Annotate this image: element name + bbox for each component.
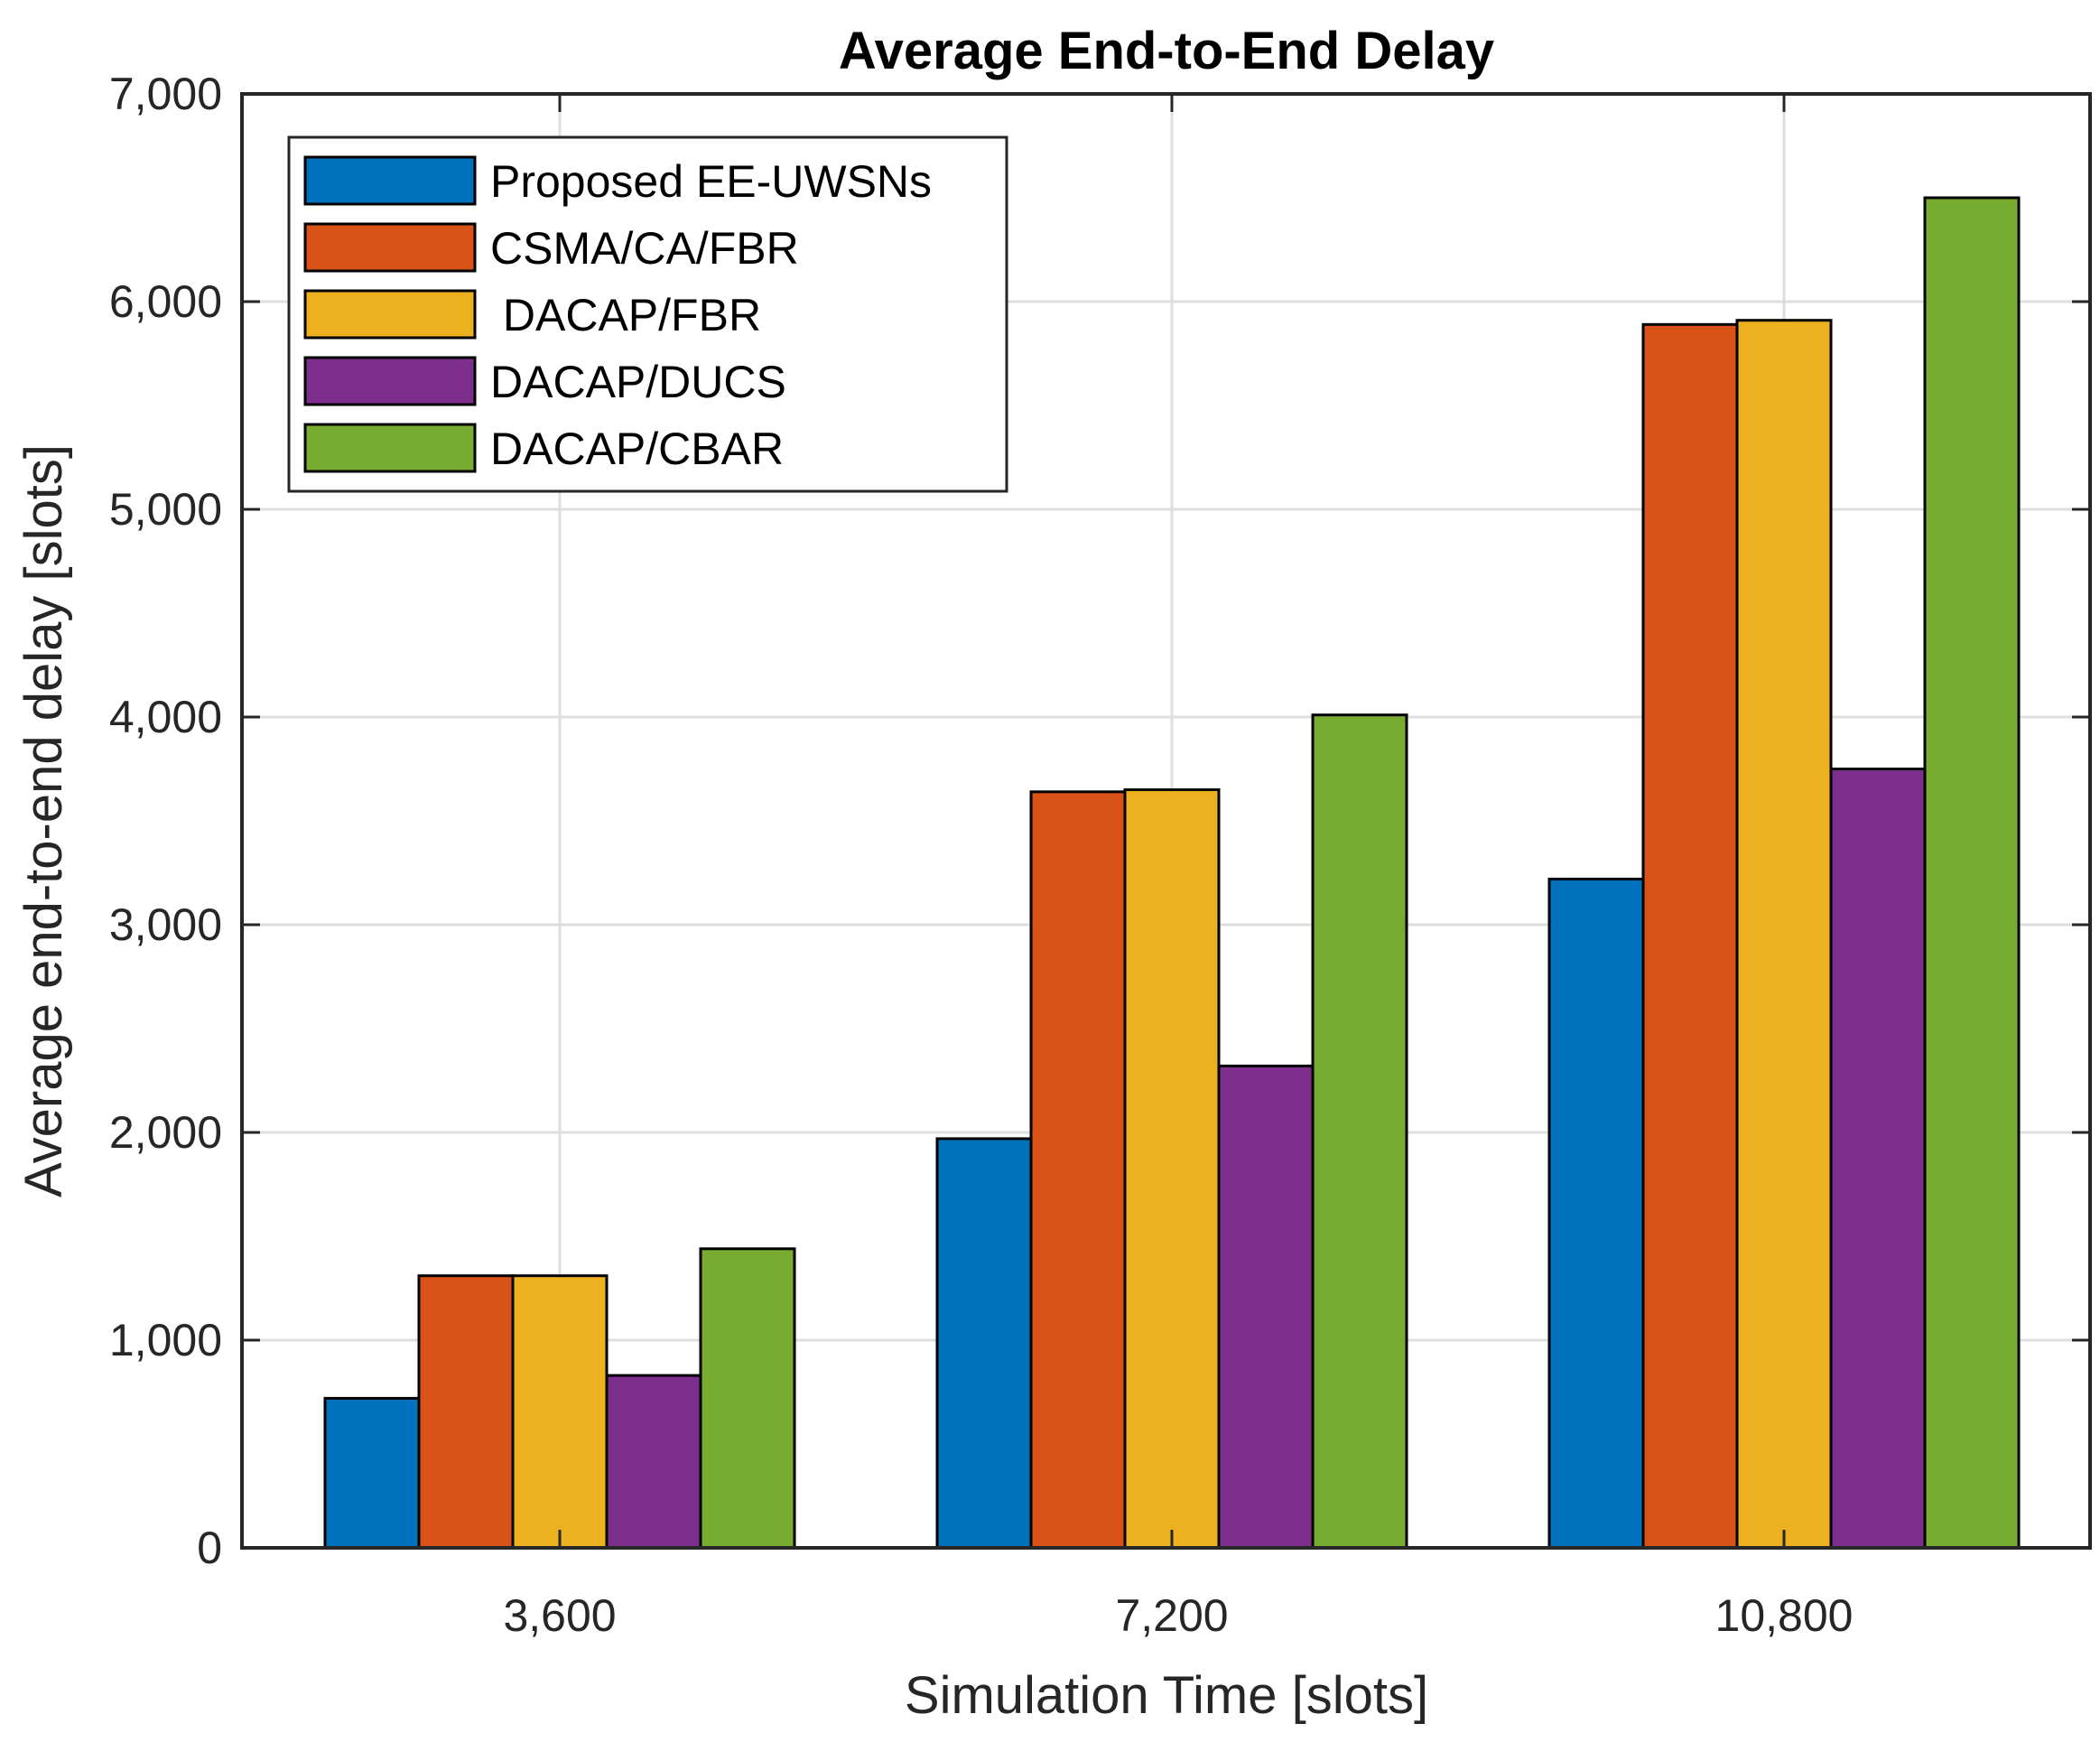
y-tick-label: 5,000 (109, 484, 222, 535)
bar (1641, 322, 1739, 1550)
y-axis-tick-labels: 0 1,000 2,000 3,000 4,000 5,000 6,000 7,000 (109, 69, 222, 1573)
bar (935, 1137, 1033, 1550)
y-tick-label: 3,000 (109, 899, 222, 950)
legend-swatch (303, 289, 477, 340)
bar (1217, 1064, 1315, 1550)
legend-swatch (303, 222, 477, 273)
x-tick-label: 7,200 (1115, 1590, 1228, 1641)
x-tick-label: 10,800 (1715, 1590, 1854, 1641)
bar (511, 1274, 609, 1550)
bar (417, 1274, 515, 1550)
bar (1123, 788, 1221, 1550)
legend-label: CSMA/CA/FBR (490, 223, 799, 274)
tick-marks (242, 92, 2090, 1550)
bar (323, 1396, 421, 1550)
y-tick-label: 7,000 (109, 69, 222, 119)
x-axis-tick-labels: 3,600 7,200 10,800 (503, 1590, 1853, 1641)
x-tick-label: 3,600 (503, 1590, 616, 1641)
bar (1735, 319, 1833, 1550)
bars (323, 196, 2021, 1550)
chart-title: Average End-to-End Delay (839, 22, 1494, 80)
legend-label: DACAP/DUCS (490, 357, 786, 407)
bar (1923, 196, 2021, 1550)
y-tick-label: 6,000 (109, 276, 222, 327)
legend-swatch (303, 356, 477, 406)
bar (605, 1374, 702, 1550)
legend-label: DACAP/CBAR (490, 424, 784, 474)
legend-label: DACAP/FBR (490, 290, 761, 340)
legend-swatch (303, 423, 477, 473)
bar (699, 1247, 796, 1550)
y-tick-label: 1,000 (109, 1315, 222, 1365)
y-axis-label: Average end-to-end delay [slots] (14, 444, 73, 1197)
x-axis-label: Simulation Time [slots] (905, 1666, 1428, 1725)
bar (1547, 877, 1645, 1550)
y-tick-label: 2,000 (109, 1107, 222, 1158)
legend: Proposed EE-UWSNs CSMA/CA/FBR DACAP/FBR DA… (287, 135, 1008, 493)
y-tick-label: 4,000 (109, 692, 222, 742)
y-tick-label: 0 (197, 1523, 222, 1573)
bar (1029, 790, 1127, 1550)
legend-swatch (303, 155, 477, 206)
legend-label: Proposed EE-UWSNs (490, 156, 932, 207)
plot-frame (240, 92, 2092, 1550)
bar (1311, 713, 1408, 1550)
bar (1829, 768, 1927, 1550)
